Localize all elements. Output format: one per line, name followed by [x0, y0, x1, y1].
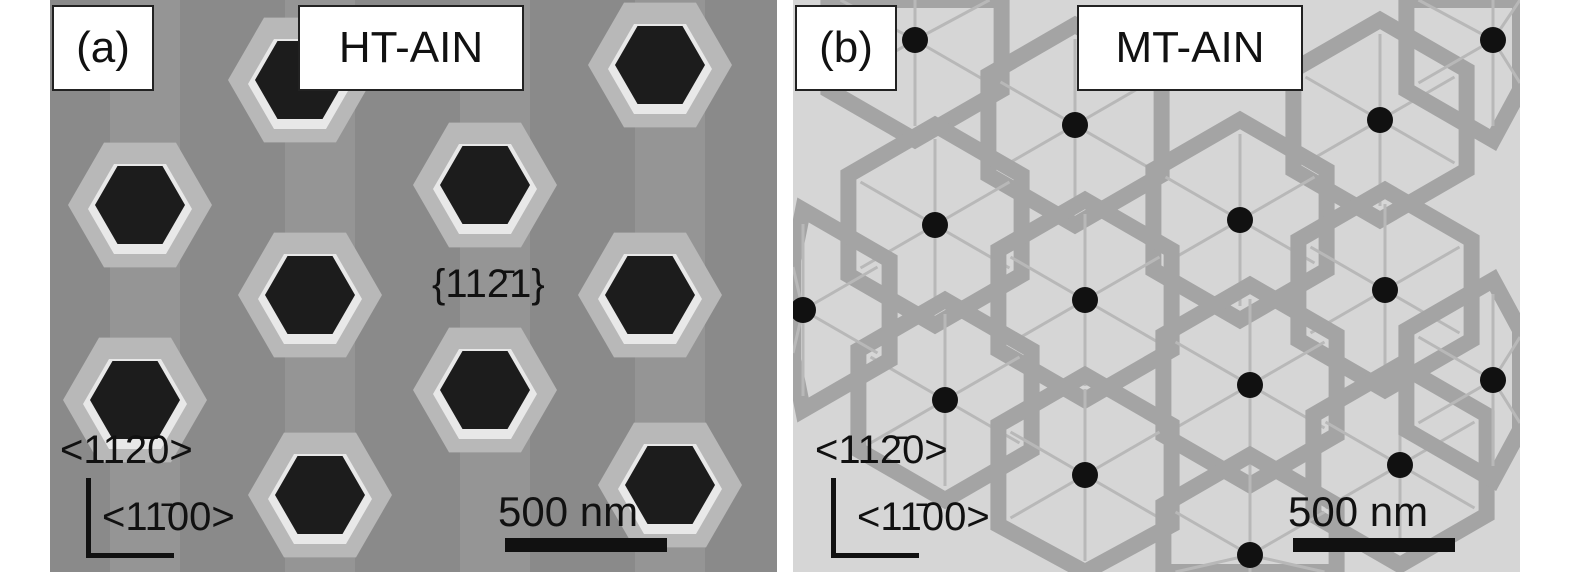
facet-line [859, 223, 936, 270]
facet-line [1417, 0, 1494, 42]
pit [605, 256, 695, 334]
facet-line [1309, 245, 1386, 292]
scale-bar-b [1293, 538, 1455, 552]
facet-line [914, 38, 991, 85]
direction-right-label-a: <11̄00> [102, 495, 235, 539]
sem-image-ht-ain: (a) HT-AIN {112̄1} <112̄0> <11̄00> 500 n… [50, 0, 777, 572]
pit [440, 351, 530, 429]
pit [95, 166, 185, 244]
hex-boundary [1305, 355, 1495, 572]
facet-line [859, 180, 936, 227]
direction-up-label-a: <112̄0> [60, 428, 193, 472]
facet-line [1084, 255, 1161, 302]
facet-line [1399, 463, 1476, 510]
hex-boundary [1155, 445, 1345, 572]
facet-line [1249, 340, 1326, 387]
hex-boundary [840, 115, 1030, 335]
facet-line [869, 398, 946, 445]
facet-line [1249, 510, 1326, 557]
texture-band [110, 0, 180, 572]
arrow-up-icon [831, 478, 836, 558]
arrow-up-icon [86, 478, 91, 558]
panel-label-a: (a) [52, 5, 154, 91]
facet-line [1324, 420, 1401, 467]
pit [615, 26, 705, 104]
facet-line [1084, 473, 1161, 520]
scale-bar-label-a: 500 nm [498, 488, 639, 535]
facet-line [944, 355, 1021, 402]
direction-up-label-b: <112̄0> [815, 428, 948, 472]
pit [1072, 287, 1098, 313]
pit [1227, 207, 1253, 233]
hex-boundary [1398, 0, 1520, 152]
facet-line [1417, 378, 1494, 425]
panel-title-a: HT-AIN [298, 5, 524, 91]
hex-boundary [990, 365, 1180, 572]
scale-bar-a [505, 538, 667, 552]
facet-line [802, 265, 879, 312]
facet-line [1074, 123, 1151, 170]
facet-line [1009, 255, 1086, 302]
facet-line [1009, 473, 1086, 520]
facet-line [999, 80, 1076, 127]
arrow-right-icon [831, 553, 919, 558]
facet-line [1379, 118, 1456, 165]
facet-line [944, 398, 1021, 445]
pit [1237, 542, 1263, 568]
facet-line [1384, 288, 1461, 335]
facet-line [1304, 75, 1381, 122]
facet-line [934, 180, 1011, 227]
scale-bar-label-b: 500 nm [1288, 488, 1429, 535]
facet-line [1239, 175, 1316, 222]
facet-line [802, 308, 879, 355]
pit [265, 256, 355, 334]
hex-boundary [1398, 268, 1520, 492]
pit [793, 297, 816, 323]
hex-boundary [1290, 180, 1480, 400]
pit [1387, 452, 1413, 478]
pit [1062, 112, 1088, 138]
pit [1480, 27, 1506, 53]
facet-line [1164, 175, 1241, 222]
pit [1367, 107, 1393, 133]
facet-line [1174, 383, 1251, 430]
hex-boundary [850, 290, 1040, 510]
facet-line [1084, 298, 1161, 345]
hex-boundary [793, 197, 898, 423]
sem-image-mt-ain: (b) MT-AIN <112̄0> <11̄00> 500 nm [793, 0, 1520, 572]
facet-line [1084, 430, 1161, 477]
pit [275, 456, 365, 534]
panel-title-b: MT-AIN [1077, 5, 1303, 91]
hex-boundary [1145, 110, 1335, 330]
pit [90, 361, 180, 439]
facet-line [1009, 430, 1086, 477]
facet-line [1174, 340, 1251, 387]
texture-band [460, 0, 530, 572]
facet-line [1174, 510, 1251, 557]
panel-label-b: (b) [795, 5, 897, 91]
pit [1237, 372, 1263, 398]
pit [902, 27, 928, 53]
pit [440, 146, 530, 224]
facet-line [1417, 38, 1494, 85]
pit [922, 212, 948, 238]
pit [932, 387, 958, 413]
facet-line [1417, 335, 1494, 382]
facet-annotation: {112̄1} [432, 262, 545, 306]
arrow-right-icon [86, 553, 174, 558]
facet-line [914, 0, 991, 42]
sem-micrograph-b [793, 0, 1520, 572]
direction-right-label-b: <11̄00> [857, 495, 990, 539]
pit [1072, 462, 1098, 488]
facet-line [1384, 245, 1461, 292]
pit [1480, 367, 1506, 393]
pit [1372, 277, 1398, 303]
pit [625, 446, 715, 524]
